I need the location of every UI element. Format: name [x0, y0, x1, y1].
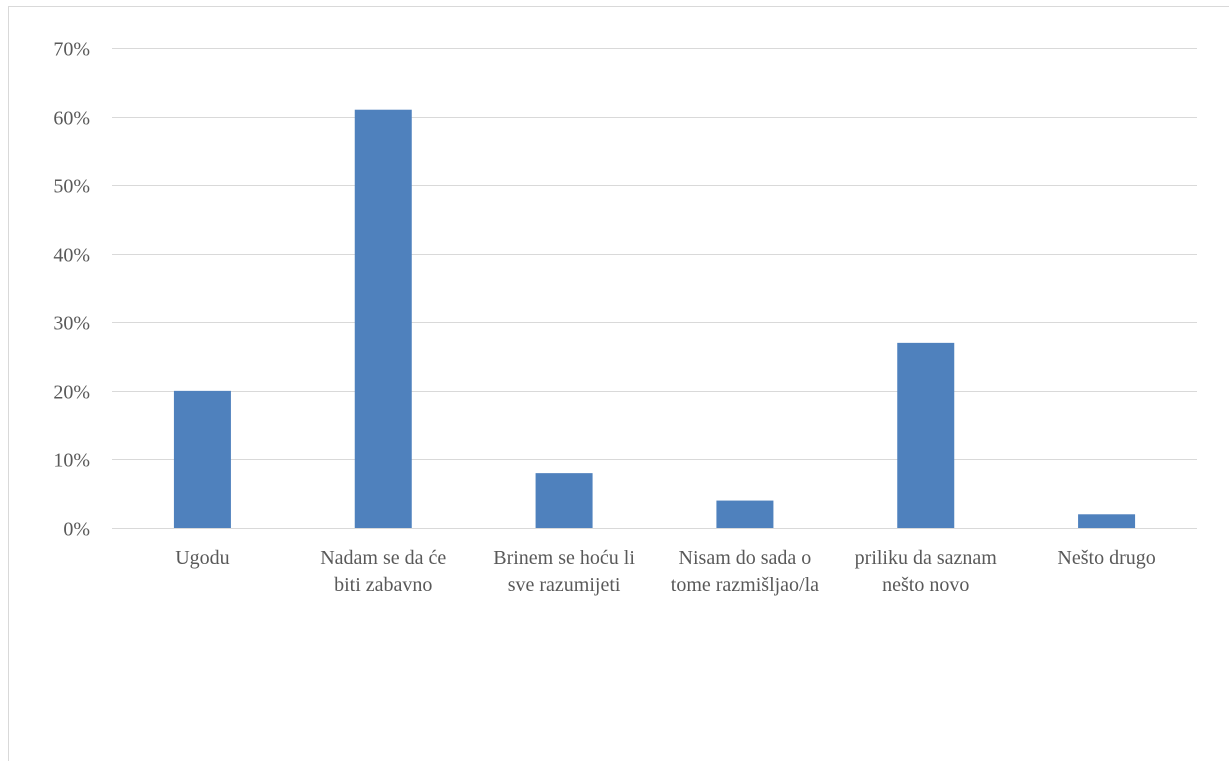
bar	[897, 342, 955, 528]
x-category-label: Nešto drugo	[1057, 547, 1155, 569]
y-tick-label: 20%	[53, 382, 90, 404]
bars	[173, 109, 1136, 529]
x-category-label-line: Nešto drugo	[1057, 547, 1155, 569]
x-category-label-line: sve razumijeti	[508, 574, 621, 596]
y-tick-label: 40%	[53, 245, 90, 267]
x-category-label-line: tome razmišljao/la	[671, 574, 819, 596]
x-category-label-line: Ugodu	[175, 547, 229, 569]
x-category-label-line: Nadam se da će	[320, 547, 446, 569]
bar	[354, 109, 412, 529]
x-category-label: Nisam do sada o tome razmišljao/la	[671, 547, 819, 596]
x-category-label: Nadam se da će biti zabavno	[320, 547, 446, 596]
chart-frame	[8, 6, 1229, 761]
x-category-label-line: Brinem se hoću li	[493, 547, 635, 569]
x-category-label-line: Nisam do sada o	[679, 547, 812, 569]
y-tick-label: 70%	[53, 39, 90, 61]
y-tick-label: 30%	[53, 313, 90, 335]
bar	[716, 500, 774, 528]
gridlines	[112, 48, 1197, 460]
y-tick-label: 60%	[53, 108, 90, 130]
x-category-label-line: priliku da saznam	[855, 547, 998, 569]
bar	[535, 473, 593, 528]
x-category-label: priliku da saznam nešto novo	[855, 547, 998, 596]
bar	[1078, 514, 1136, 528]
y-axis-tick-labels: 0% 10% 20% 30% 40% 50% 60% 70%	[53, 39, 90, 541]
y-tick-label: 50%	[53, 176, 90, 198]
y-tick-label: 0%	[63, 519, 90, 541]
x-axis-category-labels: Ugodu Nadam se da će biti zabavno Brinem se…	[175, 547, 1156, 596]
bar	[173, 390, 231, 528]
x-category-label: Ugodu	[175, 547, 229, 569]
x-category-label-line: nešto novo	[882, 574, 969, 596]
y-tick-label: 10%	[53, 450, 90, 472]
x-category-label: Brinem se hoću li sve razumijeti	[493, 547, 635, 596]
x-category-label-line: biti zabavno	[334, 574, 432, 596]
